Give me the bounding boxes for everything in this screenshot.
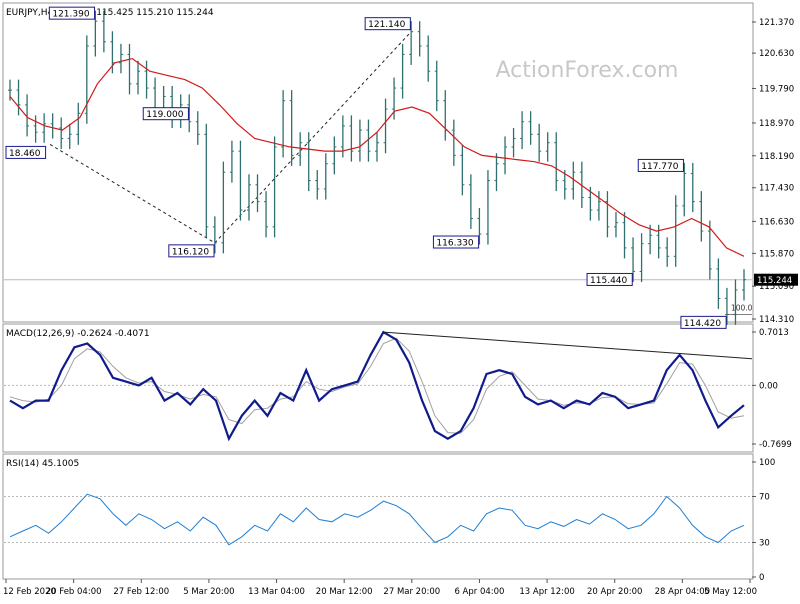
last-price-tag: 115.244	[757, 276, 792, 286]
symbol-header: EURJPY,H4 115.399 115.425 115.210 115.24…	[6, 8, 214, 18]
price-y-axis: 121.370 120.630 119.790 118.970 118.190 117.4…	[752, 18, 794, 325]
x-tick-label: 20 Feb 04:00	[46, 587, 102, 597]
fib-level-label: 100.0	[731, 303, 753, 312]
x-tick-label: 28 Apr 04:00	[655, 587, 710, 597]
price-annotation-box	[680, 315, 727, 329]
moving-average-line	[9, 57, 745, 257]
macd-panel-frame	[2, 323, 754, 453]
macd-y-tick-label: 0.7013	[759, 328, 789, 338]
trendline-down	[49, 143, 216, 244]
x-tick-label: 5 Mar 20:00	[183, 587, 234, 597]
x-tick-label: 20 Apr 20:00	[587, 587, 642, 597]
x-tick-label: 12 Feb 2020	[3, 587, 56, 597]
rsi-line	[9, 493, 745, 546]
rsi-y-axis: 100 70 30 0	[752, 458, 775, 583]
price-annotation-label: 117.770	[641, 162, 678, 172]
price-annotation-box	[637, 158, 684, 172]
price-annotation-label: 114.420	[684, 319, 721, 329]
price-y-tick-label: 117.430	[759, 184, 794, 194]
x-tick-label: 27 Feb 12:00	[113, 587, 169, 597]
price-y-tick-label: 115.090	[759, 282, 794, 292]
x-tick-label: 6 Apr 04:00	[454, 587, 504, 597]
x-tick-label: 5 May 12:00	[704, 587, 757, 597]
price-annotation-box	[586, 272, 633, 286]
macd-title: MACD(12,26,9) -0.2624 -0.4071	[6, 329, 150, 339]
price-y-tick-label: 119.790	[759, 84, 794, 94]
price-annotation-label: 18.460	[9, 149, 41, 159]
price-annotations: 121.390 18.460 116.120 121.140 116.330 119.00…	[5, 6, 753, 329]
price-annotation-box	[142, 107, 189, 121]
price-annotation-box	[5, 145, 47, 159]
macd-main-line	[9, 330, 745, 442]
price-annotation-label: 121.140	[368, 20, 405, 30]
price-annotation-label: 119.000	[146, 110, 183, 120]
price-annotation-box	[364, 17, 411, 31]
price-bars	[8, 10, 746, 325]
macd-signal-line	[9, 337, 745, 434]
x-tick-label: 27 Mar 20:00	[383, 587, 440, 597]
macd-y-tick-label: 0.00	[759, 381, 778, 391]
watermark-text: ActionForex.com	[496, 58, 679, 83]
rsi-title: RSI(14) 45.1005	[6, 459, 79, 469]
price-y-tick-label: 121.370	[759, 18, 794, 28]
price-annotation-label: 116.120	[172, 247, 209, 257]
price-annotation-box	[48, 6, 96, 20]
price-trendlines	[49, 31, 412, 244]
last-price-tag-bg	[754, 273, 798, 286]
moving-average	[9, 57, 745, 257]
price-annotation-box	[432, 235, 480, 249]
price-panel-frame	[2, 2, 754, 323]
x-tick-label: 20 Mar 12:00	[316, 587, 373, 597]
rsi-y-tick-label: 70	[759, 493, 770, 503]
x-tick-label: 13 Apr 12:00	[519, 587, 574, 597]
macd-y-tick-label: -0.7699	[759, 440, 792, 450]
rsi-panel-frame	[2, 453, 754, 580]
price-annotation-label: 115.440	[590, 276, 627, 286]
last-price-marker: 115.244	[754, 273, 798, 286]
price-y-tick-label: 116.630	[759, 217, 794, 227]
rsi-gridlines	[4, 496, 752, 543]
price-annotation-label: 121.390	[52, 10, 89, 20]
rsi-lines	[9, 493, 745, 546]
price-annotation-box	[168, 244, 215, 258]
trendline-up	[214, 31, 412, 244]
price-y-tick-label: 118.970	[759, 119, 794, 129]
x-tick-label: 13 Mar 04:00	[248, 587, 305, 597]
price-y-tick-label: 120.630	[759, 49, 794, 59]
macd-trendline	[383, 331, 753, 360]
price-y-tick-label: 114.310	[759, 315, 794, 325]
rsi-y-tick-label: 0	[759, 573, 764, 583]
rsi-y-tick-label: 100	[759, 458, 775, 468]
macd-y-axis: 0.7013 0.00 -0.7699	[752, 328, 792, 450]
price-y-tick-label: 118.190	[759, 152, 794, 162]
macd-lines	[9, 330, 753, 442]
price-y-tick-label: 115.870	[759, 249, 794, 259]
price-annotation-label: 116.330	[436, 239, 473, 249]
rsi-y-tick-label: 30	[759, 539, 770, 549]
